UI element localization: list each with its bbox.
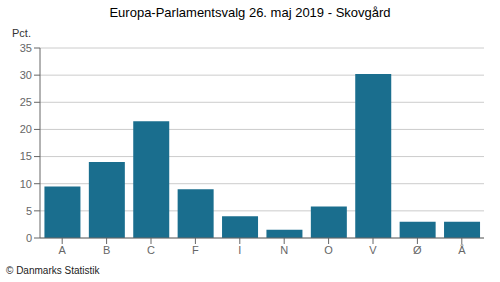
svg-text:35: 35 (20, 42, 32, 54)
svg-text:0: 0 (26, 232, 32, 244)
svg-text:C: C (147, 244, 155, 256)
svg-text:25: 25 (20, 96, 32, 108)
svg-text:30: 30 (20, 69, 32, 81)
svg-text:10: 10 (20, 178, 32, 190)
html-text:Europa-Parlamentsvalg 26. maj: Europa-Parlamentsvalg 26. maj 2019 - Sko… (109, 5, 391, 20)
svg-text:I: I (238, 244, 241, 256)
html-text:© Danmarks Statistik: © Danmarks Statistik (6, 265, 100, 276)
svg-text:20: 20 (20, 123, 32, 135)
html-text:Pct.: Pct. (12, 27, 31, 39)
svg-text:O: O (324, 244, 333, 256)
svg-text:5: 5 (26, 205, 32, 217)
svg-text:B: B (103, 244, 110, 256)
svg-text:A: A (59, 244, 67, 256)
svg-text:V: V (369, 244, 377, 256)
svg-text:F: F (192, 244, 199, 256)
svg-text:Ø: Ø (413, 244, 422, 256)
svg-text:15: 15 (20, 150, 32, 162)
svg-text:N: N (280, 244, 288, 256)
svg-text:Å: Å (458, 244, 466, 256)
